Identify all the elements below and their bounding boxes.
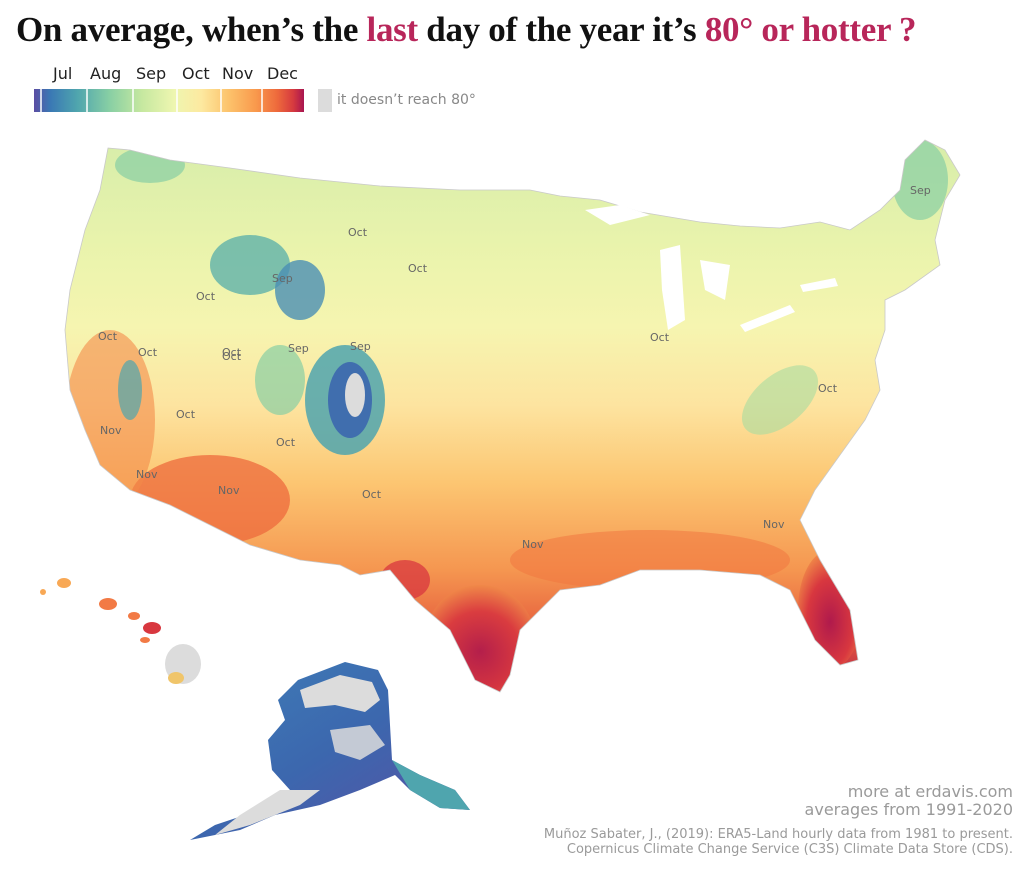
nodata-label: it doesn’t reach 80° [337, 92, 476, 108]
contour-label: Oct [650, 331, 670, 344]
title-highlight-80: 80° or hotter ? [704, 10, 917, 49]
contiguous-us-region [64, 139, 961, 693]
contour-label: Oct [222, 350, 242, 363]
contour-label: Oct [408, 262, 428, 275]
legend-month-sep: Sep [136, 64, 167, 83]
chart-title: On average, when’s the last day of the y… [16, 10, 917, 50]
color-legend: Jul Aug Sep Oct Nov Dec [34, 64, 304, 86]
contour-label: Oct [196, 290, 216, 303]
nodata-swatch [318, 89, 332, 112]
title-part2: day of the year it’s [417, 10, 705, 49]
title-highlight-last: last [366, 10, 419, 49]
legend-month-nov: Nov [222, 64, 254, 83]
credit-source-2: Copernicus Climate Change Service (C3S) … [566, 842, 1013, 857]
legend-month-oct: Oct [182, 64, 210, 83]
legend-month-jul: Jul [53, 64, 73, 83]
lake-huron [700, 260, 730, 300]
contour-label: Sep [288, 342, 309, 355]
credit-source-1: Muñoz Sabater, J., (2019): ERA5-Land hou… [543, 827, 1013, 842]
lake-erie [740, 305, 795, 332]
contour-labels: Oct Oct Sep Oct Sep Oct Oct Oct Sep Oct … [98, 184, 931, 551]
credit-website[interactable]: more at erdavis.com [847, 782, 1013, 801]
contour-label: Oct [176, 408, 196, 421]
contour-label: Oct [138, 346, 158, 359]
credit-averages: averages from 1991-2020 [804, 800, 1013, 819]
contour-label: Nov [136, 468, 158, 481]
lake-michigan [660, 245, 685, 330]
contour-label: Oct [222, 346, 242, 359]
legend-color-bar [34, 89, 304, 112]
lake-ontario [800, 278, 838, 292]
lake-superior [585, 205, 650, 225]
legend-month-dec: Dec [267, 64, 298, 83]
contour-label: Nov [218, 484, 240, 497]
contour-label: Nov [100, 424, 122, 437]
contour-label: Oct [276, 436, 296, 449]
contour-label: Oct [98, 330, 118, 343]
contour-label: Oct [348, 226, 368, 239]
title-part1: On average, when’s the [16, 10, 367, 49]
contour-label: Sep [910, 184, 931, 197]
contour-label: Sep [350, 340, 371, 353]
credit-block-primary: more at erdavis.com averages from 1991-2… [805, 783, 1013, 819]
hawaii-region [40, 578, 201, 684]
contour-label: Oct [362, 488, 382, 501]
contour-label: Nov [763, 518, 785, 531]
contour-label: Oct [818, 382, 838, 395]
legend-month-aug: Aug [90, 64, 122, 83]
contour-label: Sep [272, 272, 293, 285]
contour-label: Nov [522, 538, 544, 551]
alaska-region [190, 662, 470, 840]
legend-month-labels: Jul Aug Sep Oct Nov Dec [34, 64, 304, 86]
credit-block-source: Muñoz Sabater, J., (2019): ERA5-Land hou… [544, 827, 1013, 857]
